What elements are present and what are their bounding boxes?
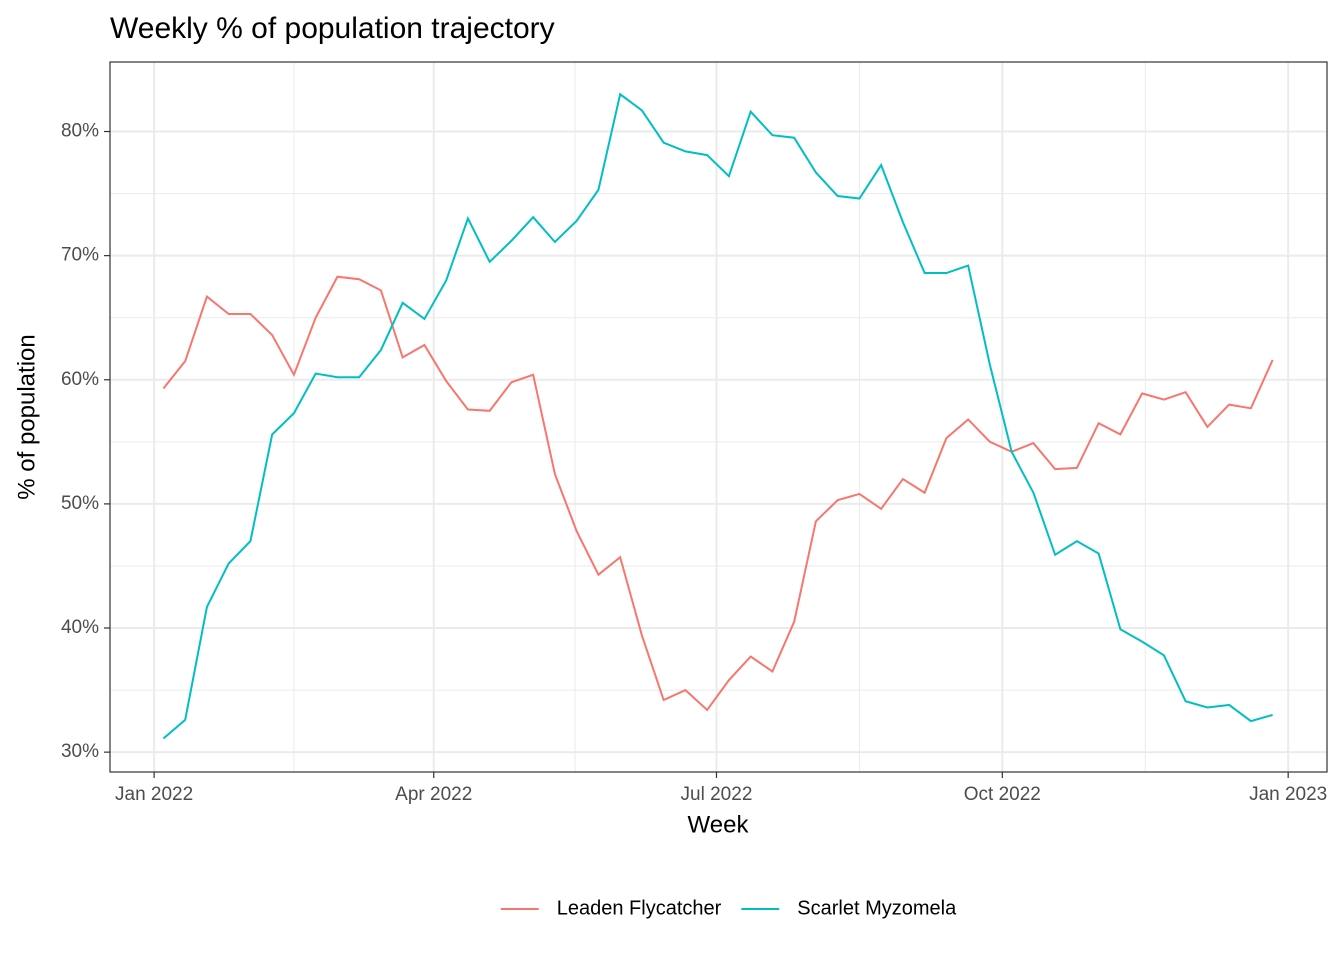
panel-border — [109, 61, 1328, 773]
y-tick-label: 40% — [61, 617, 99, 638]
y-tick-label: 50% — [61, 493, 99, 514]
y-axis-title: % of population — [13, 334, 40, 499]
chart-title: Weekly % of population trajectory — [110, 12, 555, 45]
y-tick-label: 30% — [61, 741, 99, 762]
series-line — [162, 92, 1273, 740]
series-line — [162, 275, 1274, 712]
legend-label: Leaden Flycatcher — [557, 897, 722, 919]
x-tick-label: Jul 2022 — [681, 784, 753, 805]
legend-label: Scarlet Myzomela — [797, 897, 957, 919]
x-tick-label: Apr 2022 — [395, 784, 472, 805]
x-tick-label: Oct 2022 — [964, 784, 1041, 805]
x-axis-title: Week — [688, 811, 750, 838]
y-tick-label: 80% — [61, 121, 99, 142]
y-tick-label: 60% — [61, 369, 99, 390]
x-tick-label: Jan 2022 — [115, 784, 193, 805]
y-tick-label: 70% — [61, 245, 99, 266]
x-tick-label: Jan 2023 — [1249, 784, 1327, 805]
